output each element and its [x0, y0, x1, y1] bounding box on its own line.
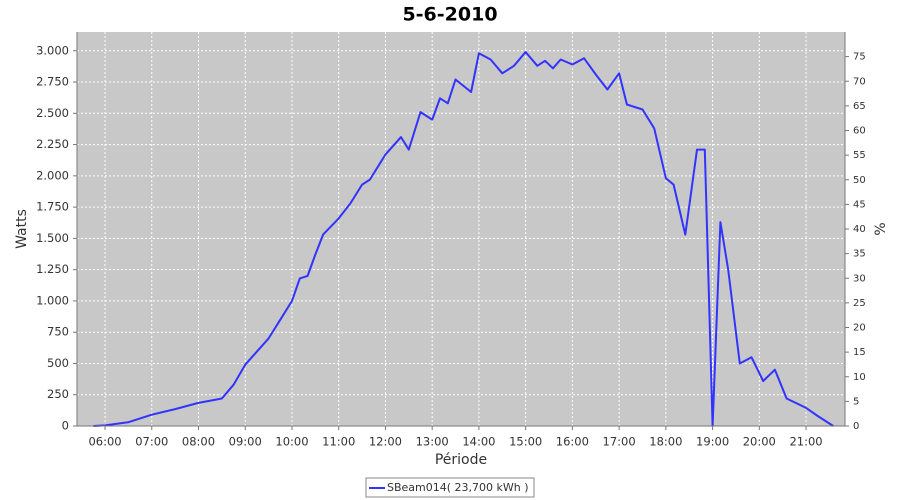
x-tick-label: 16:00: [556, 435, 589, 449]
y-tick-label: 3.000: [36, 43, 69, 57]
x-tick-label: 19:00: [696, 435, 729, 449]
x-tick-label: 07:00: [135, 435, 168, 449]
y2-axis-title: %: [873, 222, 889, 235]
y-tick-label: 1.500: [36, 231, 69, 245]
y2-tick-label: 5: [853, 396, 859, 407]
x-tick-label: 14:00: [462, 435, 495, 449]
y2-tick-label: 0: [853, 421, 859, 432]
y-tick-label: 2.000: [36, 168, 69, 182]
legend: [365, 477, 535, 498]
x-tick-label: 21:00: [789, 435, 822, 449]
y2-tick-label: 65: [853, 101, 866, 112]
y-axis-title: Watts: [14, 209, 30, 249]
grid: [77, 32, 845, 427]
y-tick-label: 750: [47, 325, 69, 339]
y-tick-label: 1.250: [36, 262, 69, 276]
y-tick-label: 500: [47, 356, 69, 370]
y2-tick-label: 40: [853, 224, 866, 235]
y-tick-label: 2.250: [36, 137, 69, 151]
y-tick-label: 2.750: [36, 75, 69, 89]
x-tick-label: 17:00: [603, 435, 636, 449]
y2-tick-label: 70: [853, 76, 866, 87]
x-tick-label: 10:00: [275, 435, 308, 449]
data-line: [93, 51, 834, 427]
x-tick-label: 15:00: [509, 435, 542, 449]
x-tick-label: 11:00: [322, 435, 355, 449]
marks: [93, 51, 834, 427]
y-tick-label: 0: [62, 419, 69, 433]
x-tick-label: 08:00: [182, 435, 215, 449]
y-tick-label: 2.500: [36, 106, 69, 120]
x-tick-label: 12:00: [369, 435, 402, 449]
plot-area: [77, 32, 845, 426]
y-tick-label: 1.750: [36, 200, 69, 214]
x-tick-label: 20:00: [743, 435, 776, 449]
y2-tick-label: 35: [853, 249, 866, 260]
y2-tick-label: 10: [853, 372, 866, 383]
y2-tick-label: 55: [853, 150, 866, 161]
y2-tick-label: 60: [853, 126, 866, 137]
y2-tick-label: 50: [853, 175, 866, 186]
x-tick-label: 06:00: [88, 435, 121, 449]
y2-tick-label: 20: [853, 323, 866, 334]
y2-tick-label: 25: [853, 298, 866, 309]
x-tick-label: 09:00: [229, 435, 262, 449]
legend-label: SBeam014( 23,700 kWh ): [387, 481, 529, 494]
y-tick-label: 1.000: [36, 293, 69, 307]
chart-title: 5-6-2010: [402, 4, 497, 26]
x-tick-label: 18:00: [649, 435, 682, 449]
x-tick-label: 13:00: [416, 435, 449, 449]
y2-tick-label: 45: [853, 199, 866, 210]
x-axis-title: Période: [435, 452, 487, 468]
y2-tick-label: 15: [853, 347, 866, 358]
y-tick-label: 250: [47, 387, 69, 401]
y2-tick-label: 75: [853, 52, 866, 63]
y2-tick-label: 30: [853, 273, 866, 284]
